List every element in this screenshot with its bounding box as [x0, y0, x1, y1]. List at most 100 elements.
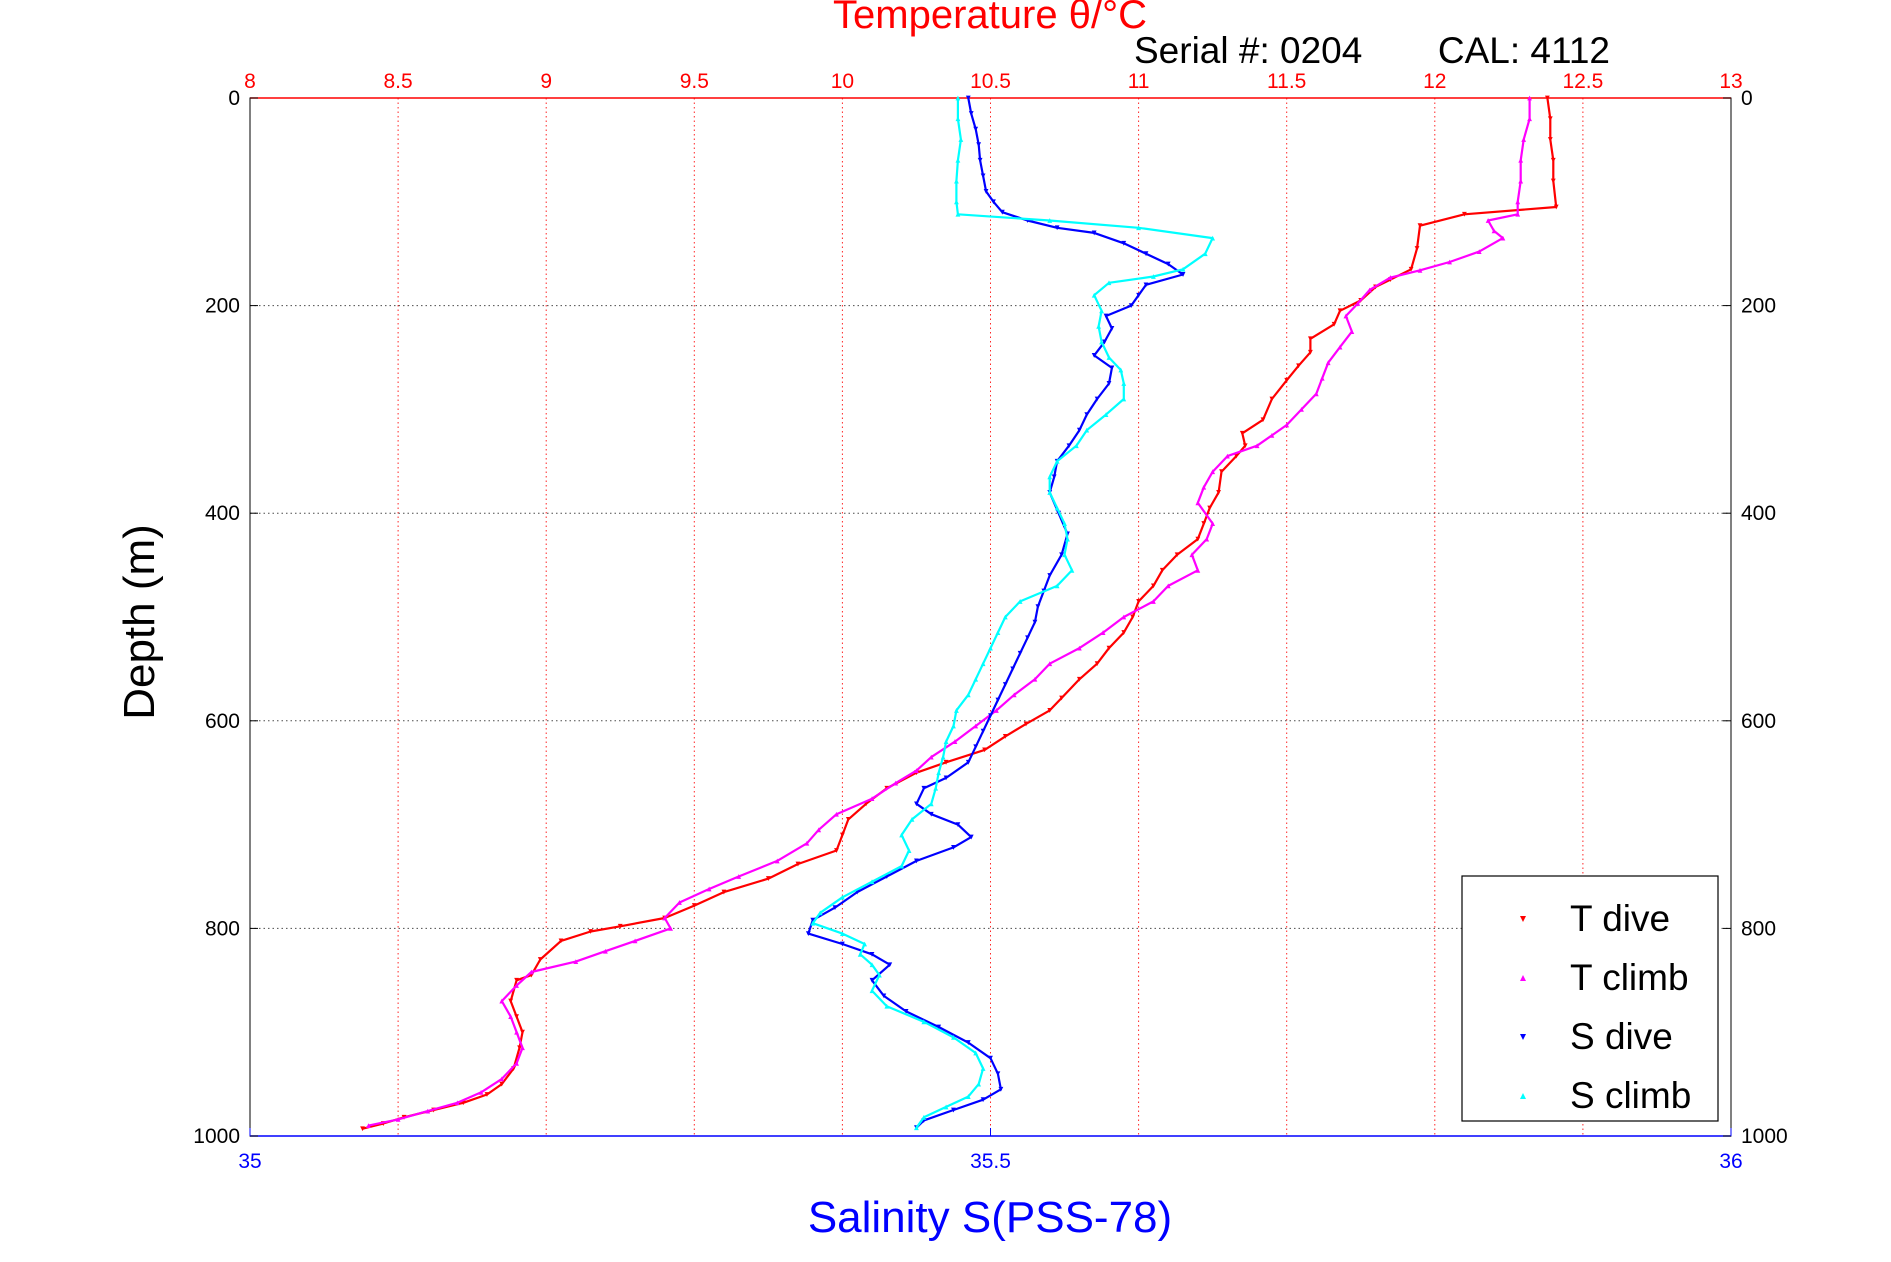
legend-markers — [1520, 916, 1526, 1099]
data-point — [1099, 339, 1104, 345]
data-point — [1094, 396, 1100, 402]
data-point — [906, 848, 912, 853]
data-point — [834, 811, 839, 817]
y-axis-label: Depth (m) — [115, 524, 164, 720]
data-point — [1447, 259, 1453, 265]
data-point — [1515, 211, 1521, 217]
data-point — [955, 822, 961, 827]
data-point — [1023, 721, 1029, 727]
data-point — [1201, 521, 1207, 526]
temperature-tick-label: 9 — [540, 70, 552, 93]
data-point — [1387, 275, 1393, 280]
data-point — [832, 905, 838, 911]
data-point — [1091, 230, 1097, 236]
depth-tick-label-right: 800 — [1741, 917, 1776, 940]
data-point — [1143, 282, 1149, 288]
data-point — [933, 785, 939, 791]
data-point — [1025, 635, 1030, 641]
data-point — [1313, 391, 1319, 397]
data-point — [484, 1092, 490, 1097]
data-point — [1109, 365, 1115, 371]
data-point — [1331, 321, 1337, 327]
data-point — [1284, 422, 1290, 428]
data-point — [893, 780, 899, 786]
temperature-tick-label: 13 — [1719, 70, 1742, 93]
data-point — [840, 894, 845, 900]
data-point — [973, 1050, 979, 1056]
series-trace — [811, 98, 1214, 1129]
data-point — [980, 1066, 986, 1071]
data-point — [928, 801, 934, 807]
data-point — [736, 874, 742, 879]
data-point — [1054, 505, 1060, 511]
data-point — [951, 1034, 956, 1040]
salinity-tick-label: 36 — [1719, 1150, 1742, 1173]
data-point — [943, 739, 949, 744]
data-point — [514, 1014, 519, 1020]
data-point — [869, 796, 875, 802]
salinity-tick-label: 35.5 — [970, 1150, 1011, 1173]
data-point — [1269, 396, 1275, 402]
series-trace — [807, 97, 1185, 1129]
data-point — [958, 137, 964, 142]
data-point — [914, 801, 919, 807]
temperature-tick-label: 12.5 — [1562, 70, 1603, 93]
depth-tick-label-right: 400 — [1741, 502, 1776, 525]
legend-label-s-climb: S climb — [1570, 1075, 1691, 1116]
data-point — [514, 1029, 519, 1035]
data-point — [774, 858, 780, 864]
data-point — [928, 754, 934, 760]
grid-lines — [250, 98, 1731, 1136]
data-point — [1408, 266, 1414, 272]
legend-label-t-climb: T climb — [1570, 957, 1689, 998]
data-point — [1109, 326, 1115, 331]
data-point — [1296, 363, 1301, 369]
data-point — [1307, 336, 1313, 342]
series-s-climb — [810, 95, 1216, 1131]
data-point — [1151, 599, 1156, 604]
data-point — [478, 1090, 484, 1095]
data-point — [1195, 567, 1201, 573]
data-point — [537, 957, 543, 962]
data-point — [1002, 733, 1008, 739]
legend-label-s-dive: S dive — [1570, 1016, 1673, 1057]
data-point — [517, 1045, 522, 1051]
data-point — [1099, 308, 1104, 314]
data-point — [508, 1014, 514, 1020]
data-point — [573, 959, 579, 965]
data-point — [1189, 552, 1195, 558]
data-point — [1017, 599, 1023, 604]
data-point — [1002, 614, 1008, 620]
data-point — [1284, 377, 1290, 383]
data-point — [995, 630, 1001, 635]
data-point — [1219, 469, 1224, 475]
data-point — [1094, 661, 1100, 667]
data-point — [1051, 474, 1057, 480]
data-point — [810, 920, 816, 926]
data-point — [1349, 329, 1355, 334]
data-point — [1054, 583, 1060, 589]
data-point — [982, 747, 987, 753]
data-point — [617, 923, 623, 929]
data-point — [999, 209, 1005, 215]
data-point — [965, 95, 971, 101]
data-point — [965, 759, 971, 765]
data-point — [1136, 292, 1141, 298]
data-point — [968, 111, 974, 116]
data-point — [1233, 453, 1239, 459]
data-point — [1151, 274, 1156, 279]
data-point — [1547, 137, 1553, 142]
data-point — [954, 199, 959, 205]
data-point — [936, 1024, 942, 1030]
cal-label: CAL: 4112 — [1438, 30, 1610, 71]
data-point — [1367, 287, 1373, 293]
data-point — [1195, 500, 1201, 506]
data-point — [1130, 614, 1136, 620]
data-point — [1151, 583, 1156, 589]
depth-tick-label-left: 200 — [205, 295, 240, 318]
depth-tick-label-right: 1000 — [1741, 1125, 1788, 1148]
data-point — [877, 972, 882, 978]
data-point — [977, 157, 983, 163]
depth-tick-label-left: 600 — [205, 710, 240, 733]
series-trace — [362, 97, 1558, 1130]
